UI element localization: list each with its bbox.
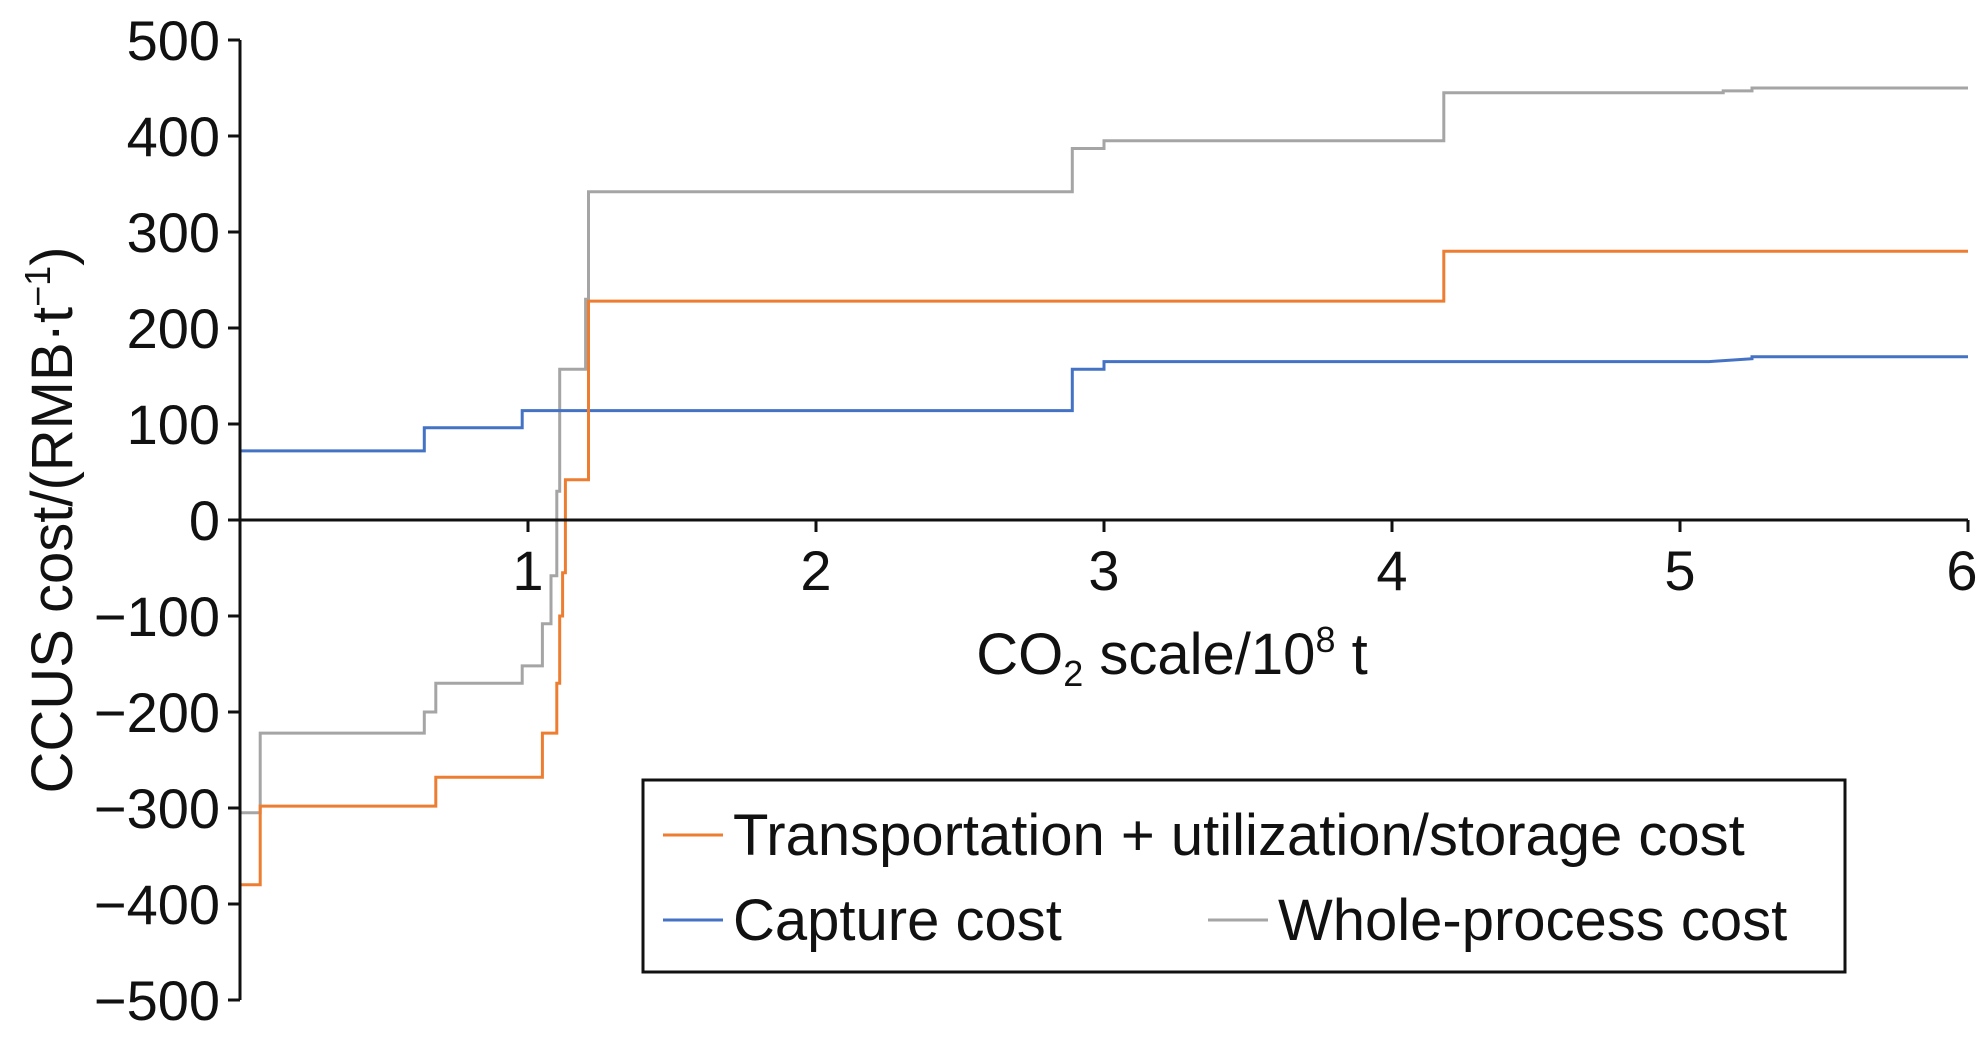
legend-label-whole-process: Whole-process cost <box>1278 888 1787 953</box>
y-tick-label: 300 <box>127 201 220 264</box>
series-whole-process <box>240 86 1968 815</box>
x-tick-label: 6 <box>1946 539 1977 602</box>
legend: Transportation + utilization/storage cos… <box>641 778 1847 974</box>
y-tick-label: −100 <box>94 585 220 648</box>
x-axis-title-middle: scale/10 <box>1083 622 1315 687</box>
x-tick-label: 5 <box>1664 539 1695 602</box>
y-tick-label: −500 <box>94 969 220 1032</box>
series-capture <box>240 355 1968 453</box>
y-ticks: 500 400 300 200 100 0 −100 −200 −300 −400 −500 <box>94 9 240 1032</box>
x-tick-label: 2 <box>800 539 831 602</box>
legend-label-transportation: Transportation + utilization/storage cos… <box>733 803 1745 868</box>
legend-label-capture: Capture cost <box>733 888 1062 953</box>
y-tick-label: −200 <box>94 681 220 744</box>
y-tick-label: −400 <box>94 873 220 936</box>
y-axis-title-superscript: −1 <box>17 266 58 307</box>
axes: 1 2 3 4 5 6 500 400 300 200 100 0 −100 −200 −300 −400 −… <box>94 9 1978 1032</box>
y-axis-title-end: ) <box>20 247 85 266</box>
y-tick-label: 500 <box>127 9 220 72</box>
x-axis-title: CO2 scale/108 t <box>976 619 1367 694</box>
x-tick-label: 1 <box>512 539 543 602</box>
y-axis-title: CCUS cost/(RMB·t−1) <box>17 247 85 794</box>
x-ticks: 1 2 3 4 5 6 <box>512 520 1978 602</box>
plot-series <box>240 86 1968 887</box>
y-tick-label: 100 <box>127 393 220 456</box>
series-transportation-utilization-storage <box>240 249 1968 887</box>
y-tick-label: 200 <box>127 297 220 360</box>
legend-box <box>641 778 1847 974</box>
y-tick-label: 0 <box>189 489 220 552</box>
y-tick-label: 400 <box>127 105 220 168</box>
x-tick-label: 4 <box>1376 539 1407 602</box>
x-axis-title-superscript: 8 <box>1315 619 1335 660</box>
x-tick-label: 3 <box>1088 539 1119 602</box>
x-axis-title-end: t <box>1335 622 1367 687</box>
y-tick-label: −300 <box>94 777 220 840</box>
x-axis-title-subscript: 2 <box>1063 653 1083 694</box>
